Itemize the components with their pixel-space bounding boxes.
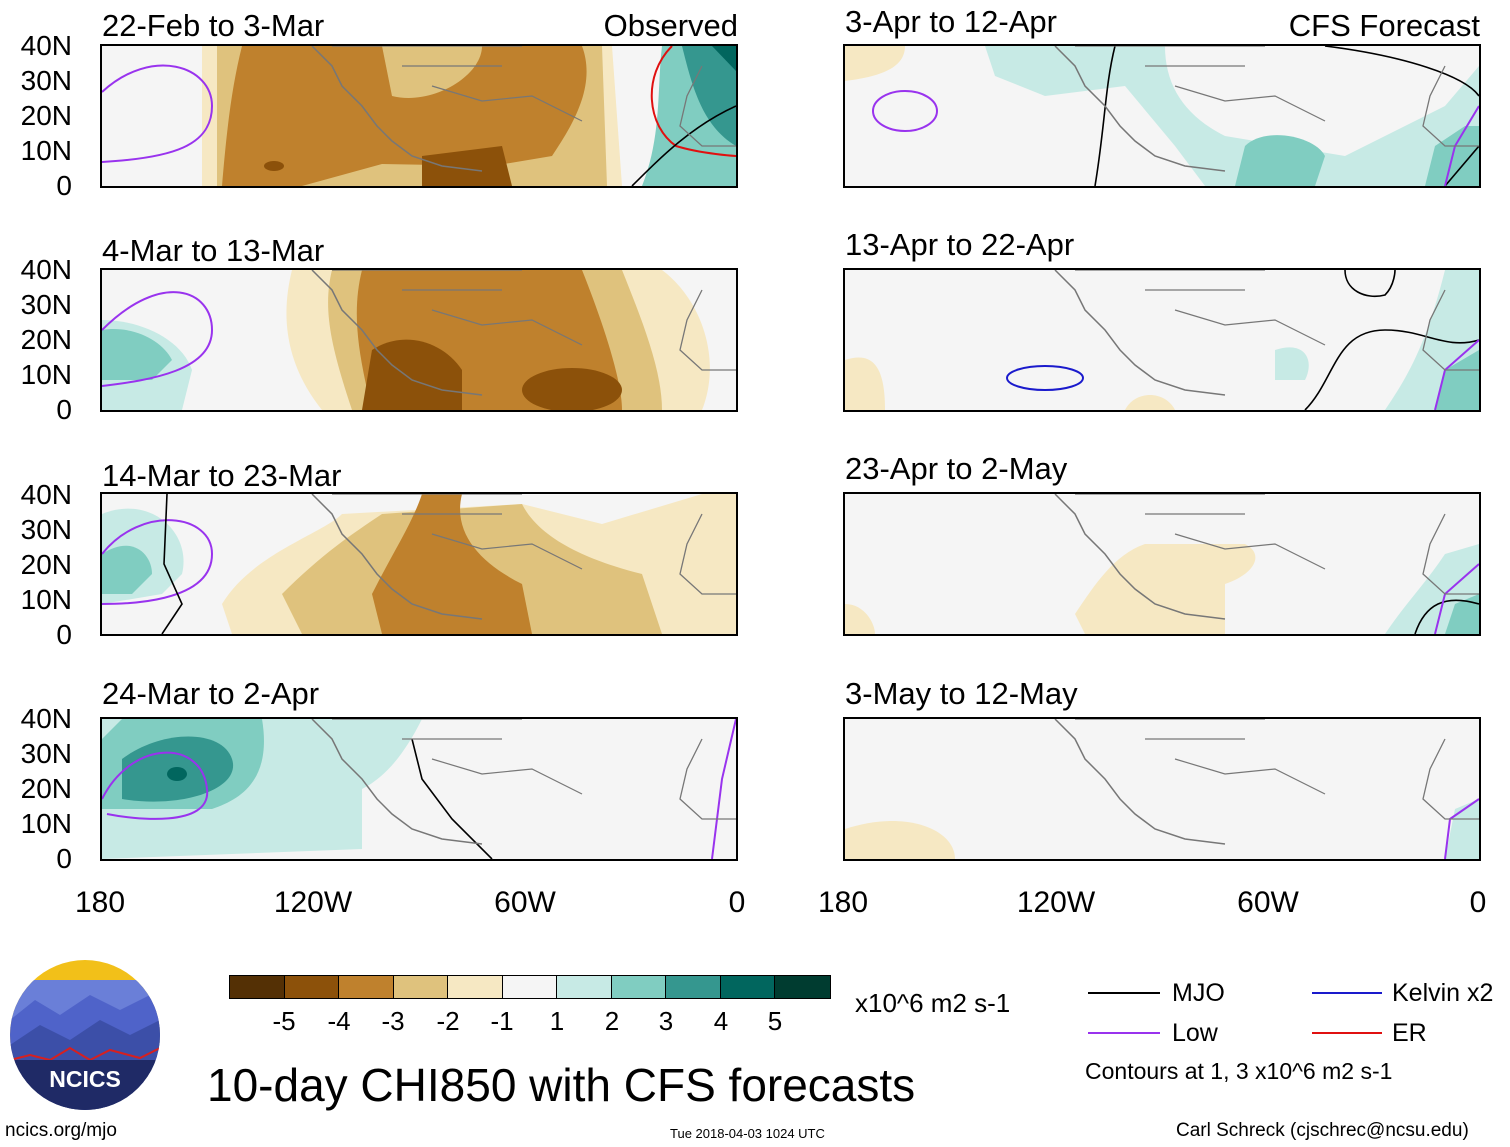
- colorbar-swatch: [339, 976, 394, 998]
- forecast-label: CFS Forecast: [1288, 8, 1480, 43]
- colorbar-swatch: [720, 976, 775, 998]
- legend-label-low: Low: [1172, 1019, 1218, 1047]
- lat-label: 30N: [20, 738, 72, 769]
- panel-title-obs-2: 4-Mar to 13-Mar: [102, 233, 325, 268]
- lat-label: 20N: [20, 100, 72, 131]
- colorbar-swatch: [557, 976, 612, 998]
- panel-title-obs-4: 24-Mar to 2-Apr: [102, 676, 320, 711]
- map-panel-obs-2: [100, 268, 738, 412]
- map-panel-obs-3: [100, 492, 738, 636]
- colorbar-swatch: [393, 976, 448, 998]
- colorbar-swatch: [284, 976, 339, 998]
- lat-label: 20N: [20, 549, 72, 580]
- map-panel-fcst-3: [843, 492, 1481, 636]
- author-credit: Carl Schreck (cjschrec@ncsu.edu): [1176, 1120, 1469, 1141]
- panel-title-fcst-4: 3-May to 12-May: [845, 676, 1078, 711]
- colorbar-tick: -5: [272, 1006, 296, 1036]
- lon-label: 180: [817, 886, 869, 919]
- lat-label: 40N: [20, 254, 72, 285]
- map-panel-obs-1: [100, 44, 738, 188]
- panel-title-obs-1: 22-Feb to 3-Mar: [102, 8, 325, 43]
- ncics-logo: NCICS: [10, 960, 160, 1110]
- colorbar-tick: 2: [604, 1006, 620, 1036]
- lon-label: 0: [1469, 886, 1487, 919]
- units-label: x10^6 m2 s-1: [855, 988, 1011, 1018]
- legend-line-er: [1312, 1032, 1382, 1034]
- colorbar-tick: -1: [490, 1006, 514, 1036]
- logo-text: NCICS: [49, 1066, 121, 1092]
- lat-label: 40N: [20, 30, 72, 61]
- lon-label: 120W: [1016, 886, 1096, 919]
- colorbar-tick: 5: [767, 1006, 783, 1036]
- observed-label: Observed: [603, 8, 738, 43]
- colorbar-swatch: [448, 976, 503, 998]
- lat-label: 0: [56, 170, 72, 201]
- colorbar-tick: -4: [327, 1006, 351, 1036]
- legend-label-kelvin: Kelvin x2: [1392, 979, 1494, 1007]
- main-title: 10-day CHI850 with CFS forecasts: [207, 1059, 916, 1111]
- lat-label: 10N: [20, 359, 72, 390]
- panel-title-fcst-2: 13-Apr to 22-Apr: [845, 227, 1075, 262]
- lat-label: 20N: [20, 773, 72, 804]
- legend-label-er: ER: [1392, 1019, 1427, 1047]
- colorbar: [229, 975, 831, 999]
- lat-label: 0: [56, 843, 72, 874]
- lat-label: 20N: [20, 324, 72, 355]
- map-panel-obs-4: [100, 717, 738, 861]
- colorbar-tick: -3: [381, 1006, 405, 1036]
- timestamp: Tue 2018-04-03 1024 UTC: [670, 1126, 825, 1141]
- panel-title-obs-3: 14-Mar to 23-Mar: [102, 458, 342, 493]
- colorbar-tick: -2: [436, 1006, 460, 1036]
- colorbar-tick: 3: [658, 1006, 674, 1036]
- lat-label: 30N: [20, 289, 72, 320]
- colorbar-swatch: [230, 976, 285, 998]
- lon-label: 0: [728, 886, 746, 919]
- legend-line-low: [1088, 1032, 1160, 1034]
- panel-title-fcst-3: 23-Apr to 2-May: [845, 451, 1068, 486]
- map-panel-fcst-4: [843, 717, 1481, 861]
- lon-label: 120W: [273, 886, 353, 919]
- lat-label: 0: [56, 619, 72, 650]
- colorbar-tick: 1: [549, 1006, 565, 1036]
- panel-title-fcst-1: 3-Apr to 12-Apr: [845, 4, 1057, 39]
- lat-label: 30N: [20, 514, 72, 545]
- contours-note: Contours at 1, 3 x10^6 m2 s-1: [1085, 1058, 1393, 1084]
- colorbar-swatch: [775, 976, 830, 998]
- lat-label: 40N: [20, 703, 72, 734]
- lat-label: 40N: [20, 479, 72, 510]
- map-panel-fcst-1: [843, 44, 1481, 188]
- lat-label: 0: [56, 394, 72, 425]
- legend-label-mjo: MJO: [1172, 979, 1225, 1007]
- legend-line-mjo: [1088, 992, 1160, 994]
- lon-label: 60W: [494, 886, 556, 919]
- lat-label: 10N: [20, 808, 72, 839]
- lat-label: 30N: [20, 65, 72, 96]
- colorbar-swatch: [666, 976, 721, 998]
- colorbar-tick: 4: [713, 1006, 729, 1036]
- colorbar-swatch: [611, 976, 666, 998]
- colorbar-swatch: [502, 976, 557, 998]
- lat-label: 10N: [20, 584, 72, 615]
- site-url: ncics.org/mjo: [5, 1120, 117, 1141]
- legend-line-kelvin: [1312, 992, 1382, 994]
- lat-label: 10N: [20, 135, 72, 166]
- map-panel-fcst-2: [843, 268, 1481, 412]
- lon-label: 180: [74, 886, 126, 919]
- lon-label: 60W: [1237, 886, 1299, 919]
